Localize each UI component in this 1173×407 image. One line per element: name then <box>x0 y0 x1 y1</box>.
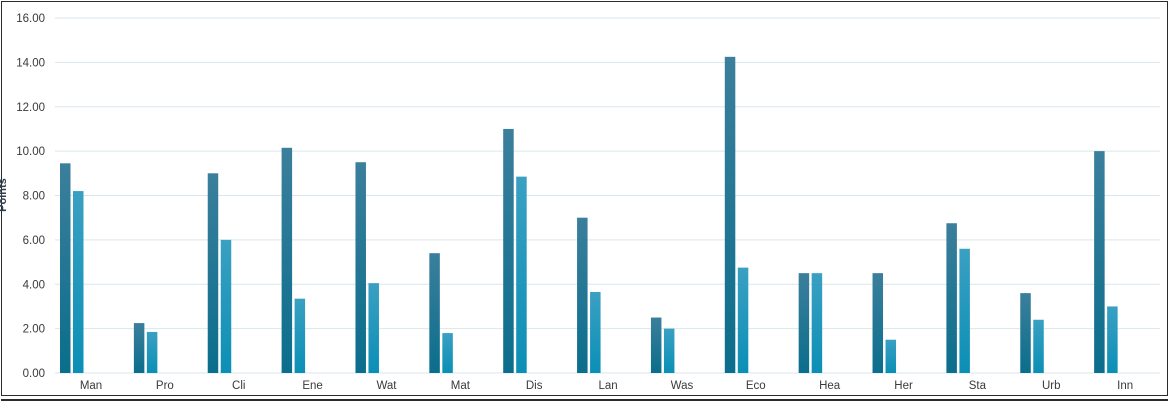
bar-series2-urb <box>1033 319 1044 373</box>
bar-series2-mat <box>442 333 453 373</box>
bar-series2-hea <box>811 273 823 373</box>
y-tick-label: 0.00 <box>23 368 45 380</box>
bar-series1-mat <box>429 253 440 373</box>
x-category-label: Hea <box>819 380 841 392</box>
x-category-label: Man <box>80 380 102 392</box>
bar-series2-pro <box>146 331 158 373</box>
bar-series1-ene <box>281 147 293 373</box>
bar-series1-pro <box>133 323 145 373</box>
y-tick-label: 4.00 <box>23 279 45 291</box>
bar-series1-sta <box>946 223 957 373</box>
bar-series1-eco <box>724 56 736 373</box>
x-category-label: Ene <box>302 380 322 392</box>
bar-series2-wat <box>368 283 379 373</box>
bar-series2-her <box>885 339 897 373</box>
bar-series1-dis <box>503 128 514 373</box>
bar-series1-urb <box>1020 293 1031 373</box>
y-axis-label: Points <box>0 178 9 212</box>
bar-series1-man <box>60 163 71 373</box>
gridlines <box>55 17 1160 374</box>
x-category-label: Wat <box>376 380 397 392</box>
bar-series1-her <box>872 273 884 373</box>
bar-series2-man <box>73 191 84 373</box>
bar-series1-wat <box>355 162 366 373</box>
x-category-label: Lan <box>598 380 617 392</box>
bar-series2-was <box>663 328 675 373</box>
x-axis-categories: Man Pro Cli Ene Wat Mat Dis Lan Was Eco Hea Her Sta U… <box>80 380 1133 392</box>
y-tick-label: 6.00 <box>23 235 45 247</box>
bar-series1-lan <box>577 217 588 373</box>
bar-series1-was <box>650 317 662 373</box>
y-tick-label: 2.00 <box>23 324 45 336</box>
bar-series2-sta <box>959 248 970 373</box>
x-category-label: Was <box>671 380 694 392</box>
x-category-label: Dis <box>526 380 543 392</box>
bar-series2-eco <box>737 267 749 373</box>
x-category-label: Pro <box>156 380 174 392</box>
x-category-label: Sta <box>969 380 987 392</box>
bar-series2-lan <box>590 292 601 373</box>
bar-series1-inn <box>1094 151 1105 373</box>
y-tick-label: 8.00 <box>23 191 45 203</box>
x-category-label: Urb <box>1042 380 1061 392</box>
bottom-rule <box>1 399 1168 401</box>
y-axis-ticks: 0.00 2.00 4.00 6.00 8.00 10.00 12.00 14.00 16.00 <box>16 13 45 380</box>
bar-series1-cli <box>207 173 219 373</box>
x-category-label: Mat <box>451 380 471 392</box>
x-category-label: Eco <box>746 380 766 392</box>
y-tick-label: 16.00 <box>16 13 45 25</box>
bar-series2-cli <box>220 239 232 373</box>
bars <box>60 56 1118 373</box>
x-category-label: Her <box>894 380 913 392</box>
x-category-label: Cli <box>232 380 245 392</box>
y-tick-label: 14.00 <box>16 57 45 69</box>
bar-series2-dis <box>516 176 527 373</box>
bar-series2-ene <box>294 298 306 373</box>
y-tick-label: 10.00 <box>16 146 45 158</box>
bar-series2-inn <box>1107 306 1118 373</box>
y-tick-label: 12.00 <box>16 102 45 114</box>
bar-series1-hea <box>798 273 810 373</box>
x-category-label: Inn <box>1117 380 1133 392</box>
